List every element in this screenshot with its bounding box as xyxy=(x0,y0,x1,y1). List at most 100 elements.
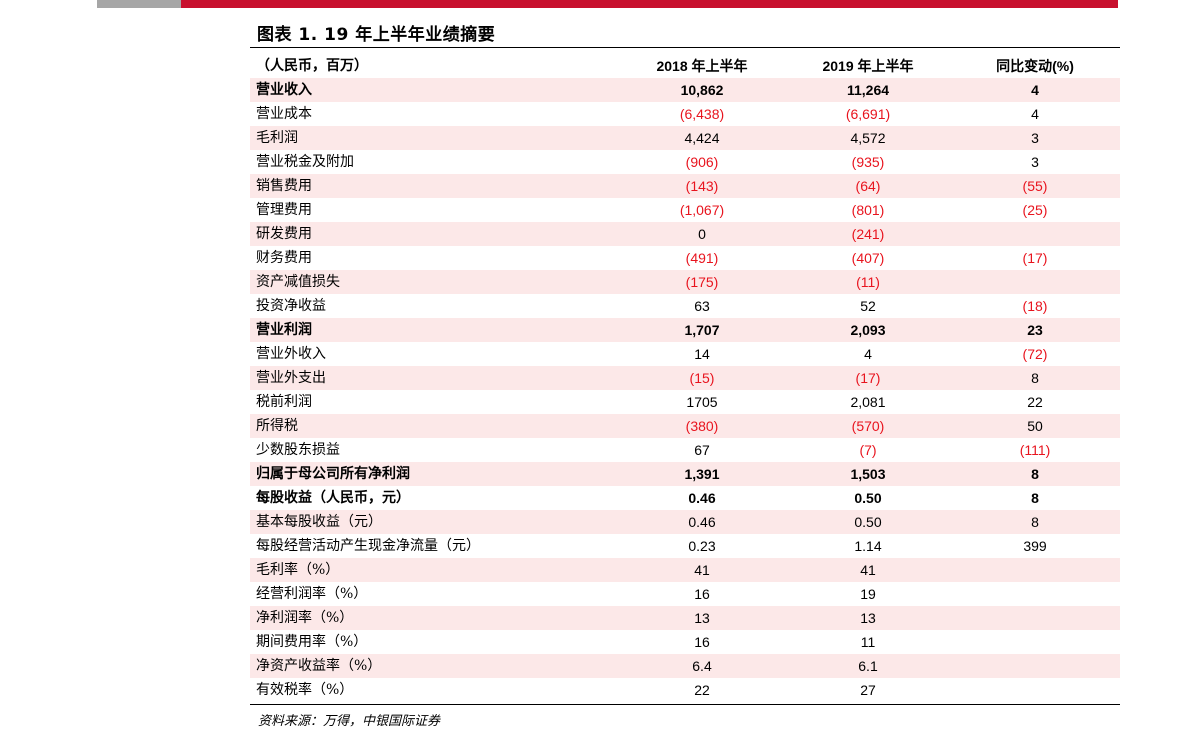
row-label: 营业外收入 xyxy=(256,346,326,362)
table-row: 少数股东损益 67 (7) (111) xyxy=(250,438,1120,462)
row-label: 营业收入 xyxy=(256,82,312,98)
row-label: 经营利润率（%） xyxy=(256,586,368,602)
cell-yoy: (72) xyxy=(1022,346,1048,362)
cell-2019h1: 41 xyxy=(860,562,876,578)
cell-2018h1: 14 xyxy=(694,346,710,362)
cell-yoy: 8 xyxy=(1031,466,1039,482)
cell-2019h1: 0.50 xyxy=(854,490,882,506)
cell-yoy xyxy=(950,582,1120,606)
source-note: 资料来源：万得，中银国际证券 xyxy=(258,714,441,729)
cell-2018h1: 22 xyxy=(694,682,710,698)
cell-yoy: (25) xyxy=(1022,202,1048,218)
row-label: 投资净收益 xyxy=(256,298,326,314)
row-label: 税前利润 xyxy=(256,394,312,410)
table-row: 营业外收入 14 4 (72) xyxy=(250,342,1120,366)
top-rule xyxy=(250,47,1120,48)
top-bar-gray xyxy=(97,0,181,8)
row-label: 营业税金及附加 xyxy=(256,154,354,170)
cell-2019h1: 19 xyxy=(860,586,876,602)
table-row: 营业税金及附加 (906) (935) 3 xyxy=(250,150,1120,174)
cell-2018h1: (15) xyxy=(689,370,715,386)
cell-2019h1: 2,093 xyxy=(850,322,886,338)
cell-2018h1: 10,862 xyxy=(680,82,724,98)
row-label: 有效税率（%） xyxy=(256,682,354,698)
cell-2019h1: (6,691) xyxy=(845,106,891,122)
cell-yoy: (18) xyxy=(1022,298,1048,314)
row-label: 每股收益（人民币，元） xyxy=(256,490,410,506)
table-row: 归属于母公司所有净利润 1,391 1,503 8 xyxy=(250,462,1120,486)
cell-yoy xyxy=(950,558,1120,582)
table-row: 资产减值损失 (175) (11) xyxy=(250,270,1120,294)
row-label: 毛利润 xyxy=(256,130,298,146)
table-row: 营业成本 (6,438) (6,691) 4 xyxy=(250,102,1120,126)
row-label: 资产减值损失 xyxy=(256,274,340,290)
row-label: 归属于母公司所有净利润 xyxy=(256,466,410,482)
summary-table: （人民币，百万） 2018 年上半年 2019 年上半年 同比变动(%) 营业收… xyxy=(250,54,1120,702)
cell-2019h1: 27 xyxy=(860,682,876,698)
cell-yoy xyxy=(950,654,1120,678)
cell-2019h1: (935) xyxy=(851,154,885,170)
cell-2019h1: 1.14 xyxy=(854,538,882,554)
cell-2019h1: 4 xyxy=(864,346,872,362)
cell-2019h1: (801) xyxy=(851,202,885,218)
cell-yoy: 22 xyxy=(1027,394,1043,410)
header-col-2018h1: 2018 年上半年 xyxy=(656,58,748,74)
cell-yoy: 399 xyxy=(1023,538,1047,554)
cell-2019h1: (570) xyxy=(851,418,885,434)
cell-2019h1: 11,264 xyxy=(846,82,890,98)
cell-2018h1: 0.23 xyxy=(688,538,716,554)
row-label: 基本每股收益（元） xyxy=(256,514,382,530)
cell-2018h1: (175) xyxy=(685,274,719,290)
table-row: 销售费用 (143) (64) (55) xyxy=(250,174,1120,198)
header-col-2019h1: 2019 年上半年 xyxy=(822,58,914,74)
table-row: 投资净收益 63 52 (18) xyxy=(250,294,1120,318)
cell-yoy: (55) xyxy=(1022,178,1048,194)
cell-2018h1: (380) xyxy=(685,418,719,434)
table-row: 每股收益（人民币，元） 0.46 0.50 8 xyxy=(250,486,1120,510)
cell-2019h1: 52 xyxy=(860,298,876,314)
table-row: 税前利润 1705 2,081 22 xyxy=(250,390,1120,414)
cell-2019h1: 2,081 xyxy=(850,394,886,410)
cell-yoy: 3 xyxy=(1031,130,1039,146)
cell-2019h1: (64) xyxy=(855,178,881,194)
table-body: 营业收入 10,862 11,264 4 营业成本 (6,438) (6,691) 4 毛利润 4… xyxy=(250,78,1120,702)
bottom-rule xyxy=(250,704,1120,705)
row-label: 期间费用率（%） xyxy=(256,634,368,650)
table-row: 营业收入 10,862 11,264 4 xyxy=(250,78,1120,102)
page-title: 图表 1. 19 年上半年业绩摘要 xyxy=(257,25,496,45)
cell-2019h1: 0.50 xyxy=(854,514,882,530)
top-bar-red xyxy=(181,0,1118,8)
cell-yoy: (17) xyxy=(1022,250,1048,266)
row-label: 管理费用 xyxy=(256,202,312,218)
table-row: 基本每股收益（元） 0.46 0.50 8 xyxy=(250,510,1120,534)
cell-2018h1: 1,391 xyxy=(684,466,720,482)
cell-2018h1: (906) xyxy=(685,154,719,170)
cell-2018h1: 41 xyxy=(694,562,710,578)
cell-yoy: 8 xyxy=(1031,490,1039,506)
cell-2019h1: 13 xyxy=(860,610,876,626)
cell-2018h1: 67 xyxy=(694,442,710,458)
table-row: 净利润率（%） 13 13 xyxy=(250,606,1120,630)
cell-yoy: 8 xyxy=(1031,370,1039,386)
cell-2018h1: (143) xyxy=(685,178,719,194)
cell-yoy: 23 xyxy=(1027,322,1043,338)
row-label: 营业成本 xyxy=(256,106,312,122)
cell-2019h1: (7) xyxy=(859,442,877,458)
cell-2019h1: (11) xyxy=(856,274,880,290)
table-row: 净资产收益率（%） 6.4 6.1 xyxy=(250,654,1120,678)
cell-yoy xyxy=(950,630,1120,654)
table-row: 管理费用 (1,067) (801) (25) xyxy=(250,198,1120,222)
cell-2018h1: 0 xyxy=(698,226,706,242)
row-label: 少数股东损益 xyxy=(256,442,340,458)
row-label: 净资产收益率（%） xyxy=(256,658,382,674)
table-row: 营业外支出 (15) (17) 8 xyxy=(250,366,1120,390)
cell-2019h1: 6.1 xyxy=(858,658,878,674)
cell-yoy xyxy=(950,222,1120,246)
table-row: 营业利润 1,707 2,093 23 xyxy=(250,318,1120,342)
cell-2019h1: 1,503 xyxy=(850,466,886,482)
cell-2018h1: 63 xyxy=(694,298,710,314)
table-row: 每股经营活动产生现金净流量（元） 0.23 1.14 399 xyxy=(250,534,1120,558)
row-label: 净利润率（%） xyxy=(256,610,354,626)
table-row: 毛利率（%） 41 41 xyxy=(250,558,1120,582)
cell-2019h1: (407) xyxy=(851,250,885,266)
